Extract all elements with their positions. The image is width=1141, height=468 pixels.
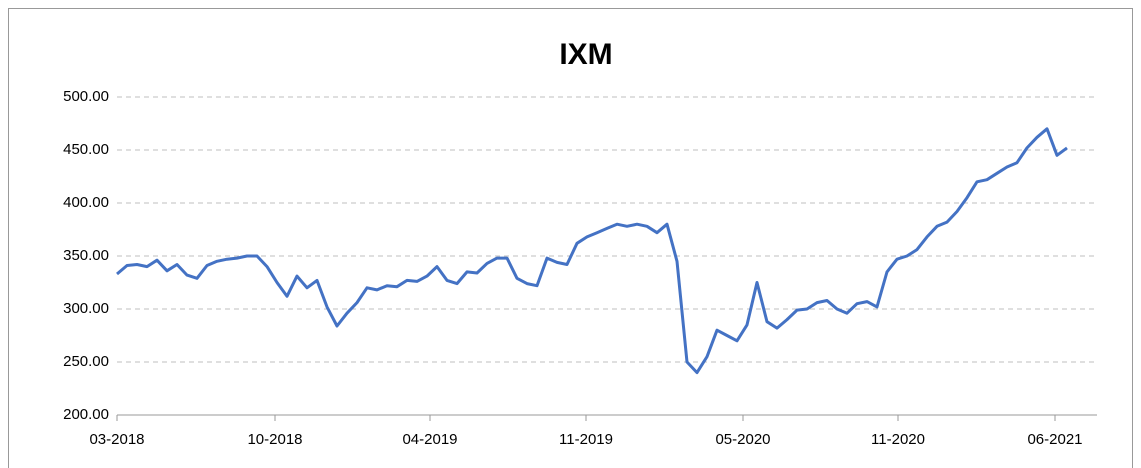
x-tick-label: 05-2020	[715, 431, 770, 448]
chart-title: IXM	[559, 38, 612, 71]
x-tick-label: 03-2018	[89, 431, 144, 448]
x-tick-label: 10-2018	[247, 431, 302, 448]
y-tick-label: 300.00	[63, 300, 109, 317]
y-tick-label: 400.00	[63, 194, 109, 211]
x-tick-label: 11-2019	[559, 431, 613, 448]
x-tick-label: 06-2021	[1027, 431, 1082, 448]
y-tick-label: 500.00	[63, 88, 109, 105]
x-tick-label: 04-2019	[402, 431, 457, 448]
chart-border	[8, 8, 1133, 468]
y-tick-label: 350.00	[63, 247, 109, 264]
y-tick-label: 450.00	[63, 141, 109, 158]
line-series	[116, 127, 1068, 375]
x-tick-label: 11-2020	[871, 431, 925, 448]
y-tick-label: 200.00	[63, 406, 109, 423]
y-tick-label: 250.00	[63, 353, 109, 370]
